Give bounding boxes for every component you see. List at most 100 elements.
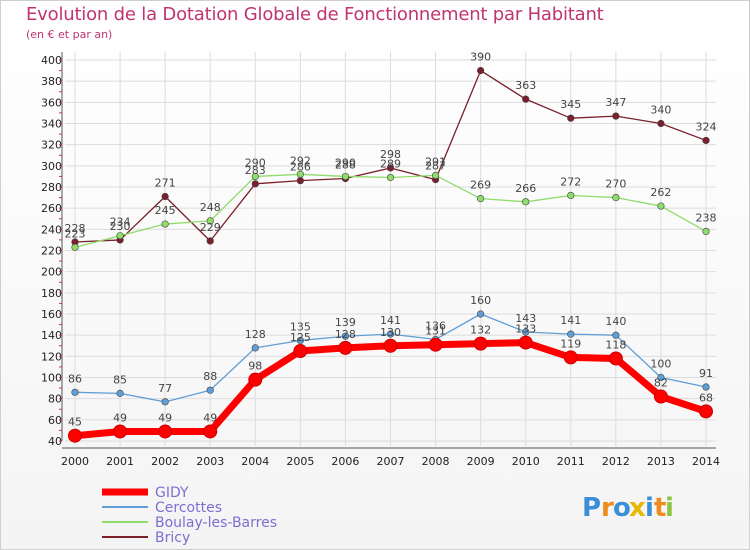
y-tick-label: 140: [41, 329, 62, 342]
y-tick-label: 120: [41, 350, 62, 363]
data-label: 45: [68, 416, 82, 429]
data-point: [68, 428, 82, 443]
x-tick-label: 2000: [61, 455, 89, 468]
data-label: 271: [155, 177, 176, 190]
y-tick-label: 380: [41, 75, 62, 88]
y-tick-label: 40: [48, 435, 62, 448]
logo-letter: r: [601, 493, 614, 523]
data-label: 85: [113, 373, 127, 386]
data-point: [612, 193, 620, 202]
data-point: [612, 331, 620, 339]
data-label: 128: [245, 328, 266, 341]
data-label: 283: [245, 164, 266, 177]
data-label: 292: [290, 154, 311, 167]
y-tick-label: 400: [41, 54, 62, 67]
logo-letter: P: [582, 493, 601, 523]
y-tick-label: 220: [41, 245, 62, 258]
data-label: 136: [425, 319, 446, 332]
x-tick-label: 2001: [106, 455, 134, 468]
data-point: [158, 424, 173, 439]
data-label: 248: [200, 201, 221, 214]
x-tick-label: 2011: [557, 455, 585, 468]
data-label: 91: [699, 367, 713, 380]
x-tick-label: 2009: [467, 455, 495, 468]
logo-letter: o: [613, 493, 631, 523]
chart-subtitle: (en € et par an): [26, 28, 113, 41]
data-point: [386, 173, 395, 182]
data-point: [612, 112, 620, 120]
data-point: [477, 66, 485, 75]
data-point: [296, 170, 304, 178]
data-label: 119: [560, 337, 581, 350]
logo-letter: x: [629, 493, 646, 523]
y-tick-label: 180: [41, 287, 62, 300]
axes: 40 60 80 100 120 140 160 180 200 220 240 260 280 300 3…: [41, 52, 720, 468]
data-point: [338, 340, 353, 355]
data-label: 340: [650, 104, 671, 117]
data-label: 291: [425, 155, 446, 168]
logo-letter: i: [665, 493, 674, 523]
data-point: [383, 338, 398, 353]
data-point: [251, 172, 259, 181]
data-point: [522, 95, 530, 103]
x-tick-label: 2005: [286, 455, 314, 468]
data-point: [702, 227, 710, 236]
x-tick-label: 2004: [241, 455, 269, 468]
data-labels: 45 49 49 49 98 125 128 130 131 132 133 119 118 82 68 86…: [65, 51, 717, 429]
data-point: [657, 373, 665, 382]
data-point: [518, 335, 533, 350]
data-point: [477, 195, 485, 203]
data-label: 125: [290, 331, 311, 344]
data-label: 135: [290, 320, 311, 333]
x-tick-label: 2010: [512, 455, 540, 468]
data-point: [567, 114, 575, 122]
data-label: 128: [335, 328, 356, 341]
data-label: 82: [654, 377, 668, 390]
data-point: [206, 386, 214, 394]
data-label: 228: [65, 222, 86, 235]
data-label: 68: [699, 391, 713, 404]
data-point: [657, 119, 665, 128]
data-point: [116, 389, 124, 397]
x-tick-label: 2014: [692, 455, 720, 468]
data-point: [251, 180, 259, 188]
data-label: 88: [203, 370, 217, 383]
data-label: 49: [158, 411, 172, 424]
data-label: 139: [335, 316, 356, 329]
y-tick-label: 160: [41, 308, 62, 321]
data-point: [702, 136, 710, 145]
data-label: 230: [110, 220, 131, 233]
data-point: [567, 330, 575, 338]
data-point: [206, 237, 214, 245]
data-label: 143: [515, 312, 536, 325]
data-label: 223: [65, 227, 86, 240]
data-label: 390: [470, 51, 491, 64]
data-point: [386, 164, 395, 172]
data-label: 141: [560, 314, 581, 327]
data-point: [161, 192, 169, 201]
x-tick-label: 2006: [331, 455, 359, 468]
legend-label: Cercottes: [155, 500, 222, 516]
y-tick-label: 80: [48, 393, 62, 406]
data-label: 345: [560, 98, 581, 111]
legend-label: Bricy: [155, 530, 190, 546]
data-point: [248, 372, 263, 387]
data-label: 160: [470, 294, 491, 307]
data-point: [71, 243, 79, 251]
logo-letter: t: [654, 493, 666, 523]
y-tick-label: 260: [41, 202, 62, 215]
series-lines: [68, 66, 713, 443]
data-point: [386, 330, 395, 338]
data-point: [341, 172, 350, 181]
data-point: [699, 404, 713, 419]
data-label: 141: [380, 314, 401, 327]
data-point: [702, 383, 710, 391]
data-label: 77: [158, 382, 172, 395]
data-label: 288: [335, 159, 356, 172]
logo-letter: i: [645, 493, 654, 523]
legend-label: GIDY: [155, 485, 189, 501]
data-label: 118: [605, 338, 626, 351]
data-label: 272: [560, 175, 581, 188]
